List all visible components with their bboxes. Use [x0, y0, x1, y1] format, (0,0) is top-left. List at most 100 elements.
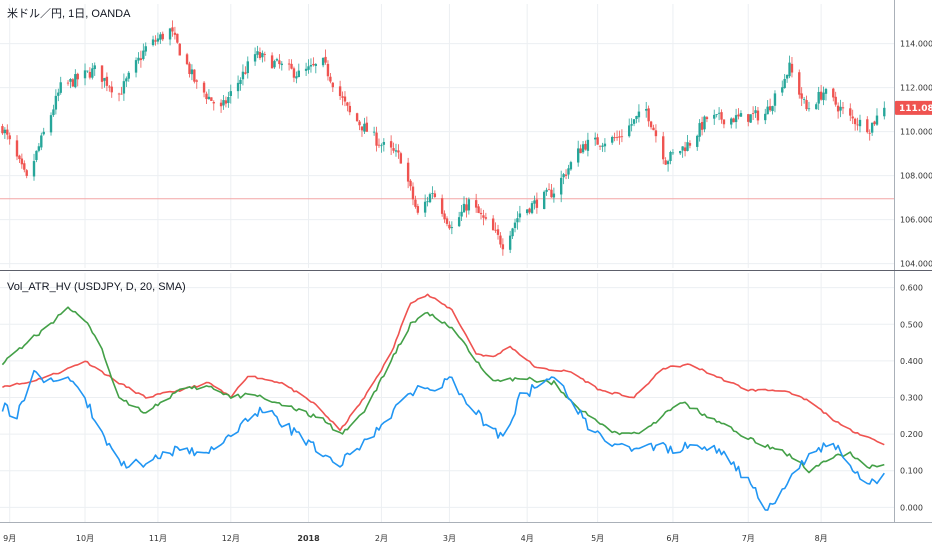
candle — [440, 194, 444, 217]
candle — [377, 138, 381, 148]
candle — [496, 224, 500, 240]
candle-body — [426, 201, 429, 203]
candle-body — [717, 112, 721, 114]
candle-body — [815, 104, 818, 110]
candle — [428, 192, 432, 204]
candle-body — [737, 114, 740, 117]
candle — [309, 58, 313, 73]
candle-body — [210, 97, 213, 101]
candle — [372, 126, 376, 136]
y-tick-label: 0.400 — [900, 357, 923, 366]
candle-body — [448, 224, 451, 229]
candle-body — [856, 124, 859, 126]
candle — [137, 52, 140, 64]
candle — [798, 69, 801, 99]
candle-body — [159, 34, 162, 40]
candle-body — [747, 114, 750, 122]
candle — [771, 105, 774, 115]
candle — [331, 82, 335, 93]
candle-body — [781, 87, 784, 93]
candle-body — [120, 93, 123, 95]
candle — [545, 187, 548, 196]
candle — [851, 109, 854, 125]
y-tick-label: 108.000 — [900, 172, 932, 181]
candle-body — [326, 63, 330, 77]
candle — [312, 57, 315, 67]
candle-body — [730, 118, 733, 125]
candle-body — [18, 155, 21, 160]
candle — [635, 115, 638, 124]
x-tick-label: 8月 — [815, 534, 828, 543]
candle — [618, 130, 621, 145]
candlestick-series — [1, 20, 886, 256]
candle — [190, 64, 194, 81]
candle-body — [713, 114, 716, 119]
x-tick-label: 7月 — [742, 534, 755, 543]
candle-body — [239, 79, 242, 84]
candle — [628, 118, 631, 138]
candle-body — [91, 68, 94, 78]
candle-body — [457, 217, 461, 227]
candle-body — [819, 91, 823, 100]
candle — [839, 99, 842, 118]
candle-body — [171, 27, 174, 32]
y-tick-label: 104.000 — [900, 260, 932, 269]
candle-body — [365, 122, 369, 132]
candle-body — [824, 88, 828, 94]
candle — [57, 88, 60, 102]
candle-body — [635, 115, 638, 120]
candle — [105, 72, 109, 92]
candle-body — [841, 107, 845, 109]
candle-body — [620, 136, 624, 138]
candle — [679, 150, 682, 155]
candle-body — [49, 115, 53, 133]
candle — [620, 129, 624, 143]
candle-body — [703, 116, 706, 130]
candle-body — [287, 63, 291, 65]
candle-body — [628, 125, 631, 137]
candle-body — [465, 204, 468, 211]
candle-body — [491, 218, 495, 231]
candle-body — [720, 112, 723, 120]
candle — [256, 45, 259, 59]
candle — [790, 56, 794, 78]
candle-body — [598, 145, 602, 147]
candle — [275, 57, 279, 62]
candle-body — [569, 162, 573, 170]
candle-body — [683, 147, 687, 152]
candle — [229, 84, 232, 104]
candle-body — [241, 71, 245, 80]
indicator-title: Vol_ATR_HV (USDJPY, D, 20, SMA) — [7, 281, 186, 293]
candle — [815, 102, 818, 110]
candle-body — [35, 150, 38, 161]
candle — [292, 66, 296, 83]
candle — [399, 151, 403, 164]
candle-body — [6, 129, 9, 135]
y-tick-label: 0.000 — [900, 503, 923, 512]
candle-body — [168, 28, 172, 40]
candle-body — [297, 70, 301, 78]
candle — [547, 183, 551, 191]
candle-body — [698, 123, 701, 137]
candle-body — [513, 222, 517, 229]
y-tick-label: 0.100 — [900, 467, 923, 476]
candle — [176, 33, 179, 44]
candle-body — [185, 54, 189, 65]
candle — [732, 117, 735, 123]
candle — [700, 116, 704, 136]
candle — [508, 230, 512, 254]
candle-body — [579, 148, 582, 154]
candle — [239, 77, 242, 91]
candle-body — [54, 95, 58, 110]
candle-body — [751, 113, 755, 114]
price-chart-title: 米ドル／円, 1日, OANDA — [7, 7, 131, 20]
candle-body — [261, 53, 264, 58]
candle — [416, 203, 420, 215]
candle — [632, 119, 636, 127]
y-tick-label: 106.000 — [900, 216, 932, 225]
candle — [611, 135, 614, 145]
candle-body — [280, 63, 283, 66]
candle-body — [768, 106, 772, 111]
